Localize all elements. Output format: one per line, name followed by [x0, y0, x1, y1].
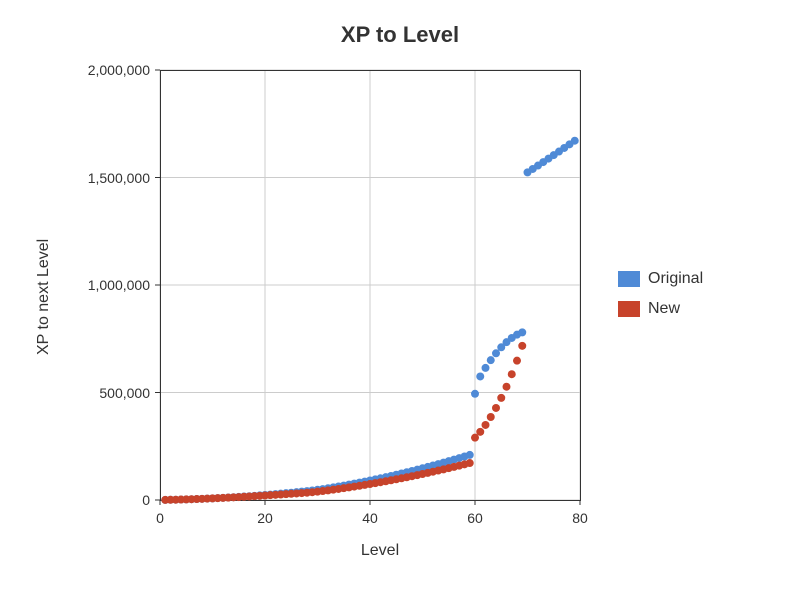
x-tick-label: 60: [455, 510, 495, 526]
legend-label: New: [648, 300, 680, 318]
x-axis-label: Level: [340, 542, 420, 560]
x-tick-label: 0: [140, 510, 180, 526]
legend-swatch: [618, 301, 640, 317]
legend-label: Original: [648, 270, 703, 288]
x-tick-label: 80: [560, 510, 600, 526]
y-tick-label: 1,500,000: [60, 170, 150, 186]
legend-item: Original: [618, 270, 703, 288]
x-tick-label: 40: [350, 510, 390, 526]
y-tick-label: 2,000,000: [60, 62, 150, 78]
chart-title: XP to Level: [0, 22, 800, 48]
y-tick-label: 1,000,000: [60, 277, 150, 293]
y-tick-label: 500,000: [60, 385, 150, 401]
legend-item: New: [618, 300, 703, 318]
legend-swatch: [618, 271, 640, 287]
x-tick-label: 20: [245, 510, 285, 526]
chart-container: XP to Level XP to next Level Level 0 500,…: [0, 0, 800, 600]
y-axis-label: XP to next Level: [35, 239, 53, 355]
chart-plot-area: [160, 70, 582, 502]
y-tick-label: 0: [60, 492, 150, 508]
legend: Original New: [618, 270, 703, 330]
